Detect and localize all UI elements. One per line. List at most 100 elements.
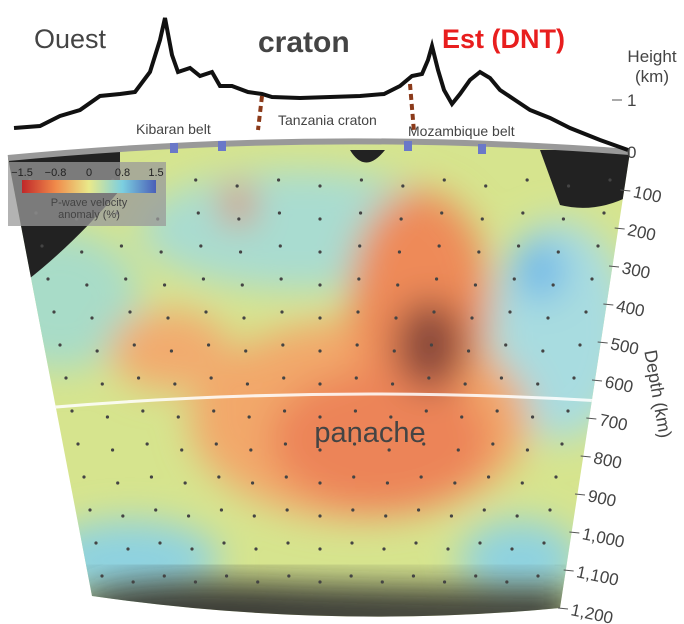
station-dot — [416, 508, 421, 512]
station-dot — [250, 481, 255, 485]
station-dot — [201, 277, 206, 281]
station-dot — [516, 244, 521, 248]
station-dot — [128, 310, 132, 314]
west-label: Ouest — [34, 24, 107, 54]
station-dot — [505, 580, 509, 584]
station-dot — [80, 250, 84, 254]
annotation: panache — [314, 417, 425, 449]
station-dot — [385, 481, 390, 485]
station-dot — [194, 178, 198, 182]
station-dot — [602, 211, 606, 215]
colorbar-tick: 0.8 — [115, 167, 130, 179]
station-dot — [608, 178, 612, 182]
depth-tick-label: 300 — [620, 258, 652, 282]
height-axis-label: Height (km) — [627, 47, 676, 86]
station-dot — [318, 217, 322, 221]
station-dot — [504, 343, 508, 347]
region-label: Kibaran belt — [136, 121, 211, 137]
station-dot — [399, 217, 403, 221]
station-dot — [352, 442, 357, 446]
station-dot — [572, 376, 576, 380]
station-dot — [219, 508, 224, 512]
colorbar-tick: 0 — [86, 167, 92, 179]
station-dot — [124, 277, 128, 281]
station-dot — [510, 547, 514, 551]
station-dot — [159, 250, 163, 254]
region-label: Mozambique belt — [408, 123, 515, 139]
station-dot — [546, 316, 550, 320]
station-dot — [204, 310, 208, 314]
station-dot — [318, 382, 322, 386]
height-tick: 1 — [627, 91, 636, 110]
station-dot — [90, 316, 94, 320]
station-dot — [396, 283, 400, 287]
station-dot — [508, 310, 512, 314]
station-dot — [512, 277, 516, 281]
tomography-section — [8, 141, 630, 617]
station-dot — [318, 349, 322, 353]
depth-tick-label: 900 — [586, 486, 618, 510]
station-dot — [214, 442, 218, 446]
depth-tick-label: 600 — [603, 372, 635, 396]
station-dot — [52, 310, 56, 314]
station-dot — [578, 343, 582, 347]
station-dot — [136, 376, 141, 380]
station-dot — [141, 409, 145, 413]
station-dot — [162, 574, 166, 578]
station-dot — [193, 580, 198, 584]
station-dot — [199, 244, 203, 248]
station-dot — [240, 283, 244, 287]
station-dot — [566, 184, 571, 188]
depth-tick-label: 1,200 — [569, 600, 615, 624]
station-dot — [212, 409, 216, 413]
station-dot — [162, 283, 167, 287]
station-dot — [422, 442, 426, 446]
station-dot — [281, 343, 285, 347]
station-dot — [411, 574, 416, 578]
station-dot — [495, 409, 499, 413]
station-dot — [145, 442, 149, 446]
station-dot — [82, 475, 86, 479]
station-dot — [110, 448, 115, 452]
station-dot — [387, 448, 391, 452]
station-dot — [173, 382, 177, 386]
station-dot — [463, 382, 467, 386]
station-dot — [548, 508, 552, 512]
station-dot — [318, 184, 322, 188]
station-dot — [484, 184, 488, 188]
station-dot — [440, 211, 444, 215]
station-dot — [429, 343, 434, 347]
station-dot — [46, 277, 50, 281]
station-dot — [394, 316, 398, 320]
station-dot — [414, 541, 418, 545]
station-dot — [318, 514, 322, 518]
station-dot — [217, 475, 221, 479]
station-dot — [560, 442, 564, 446]
station-dot — [278, 244, 282, 248]
station-dot — [94, 541, 98, 545]
station-dot — [58, 343, 62, 347]
depth-tick — [580, 455, 591, 458]
station-dot — [254, 547, 258, 551]
station-dot — [525, 448, 530, 452]
station-dot — [442, 178, 446, 182]
station-dot — [389, 415, 393, 419]
station-dot — [256, 580, 260, 584]
station-dot — [180, 448, 184, 452]
station-dot — [116, 481, 120, 485]
station-dot — [521, 211, 525, 215]
station-dot — [318, 481, 322, 485]
station-dot — [351, 508, 355, 512]
station-dot — [380, 580, 384, 584]
station-dot — [196, 211, 200, 215]
station-dot — [520, 481, 524, 485]
station-dot — [283, 442, 288, 446]
region-label: Tanzania craton — [278, 112, 377, 128]
station-dot — [40, 244, 44, 248]
height-tick: 0 — [627, 143, 636, 162]
station-dot — [477, 250, 481, 254]
station-dot — [536, 382, 540, 386]
east-label: Est (DNT) — [442, 24, 565, 54]
station-dot — [318, 547, 322, 551]
